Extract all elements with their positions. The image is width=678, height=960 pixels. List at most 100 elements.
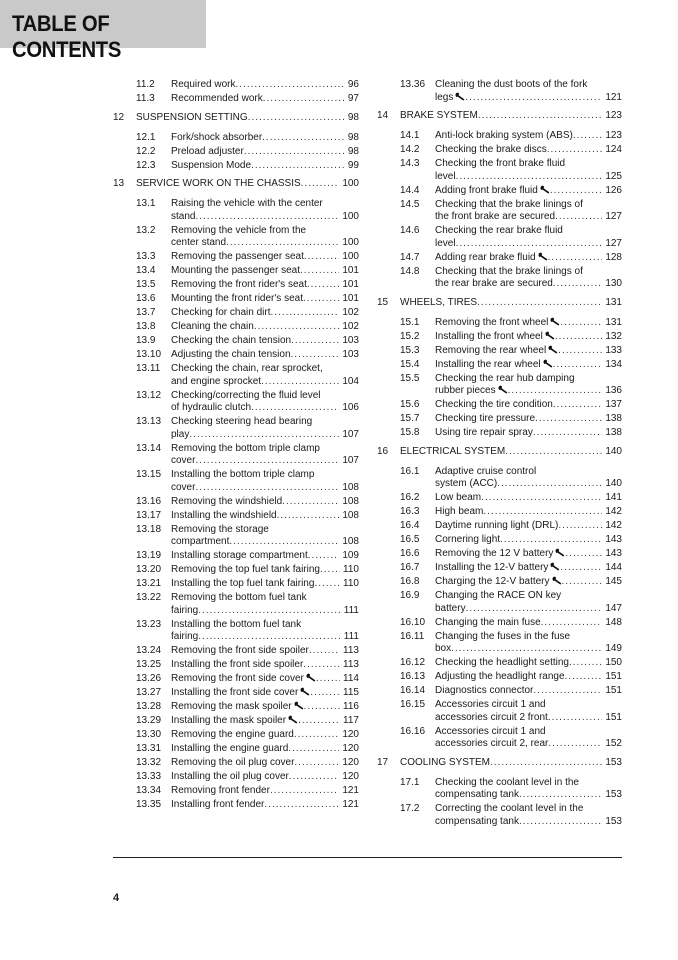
toc-section-entry[interactable]: 13.1 Raising the vehicle with the center s… <box>113 198 359 223</box>
page-reference[interactable]: 107 <box>342 455 359 466</box>
page-reference[interactable]: 147 <box>605 602 622 614</box>
page-reference[interactable]: 123 <box>605 130 622 141</box>
page-reference[interactable]: 140 <box>605 478 622 489</box>
page-reference[interactable]: 103 <box>342 335 359 346</box>
toc-section-entry[interactable]: 13.12 Checking/correcting the fluid level… <box>113 390 359 415</box>
page-reference[interactable]: 114 <box>343 673 359 684</box>
toc-section-entry[interactable]: 13.20 Removing the top fuel tank fairing.… <box>113 564 359 577</box>
page-reference[interactable]: 100 <box>342 210 359 222</box>
page-reference[interactable]: 130 <box>605 278 622 289</box>
page-reference[interactable]: 125 <box>605 170 622 182</box>
toc-section-entry[interactable]: 16.7 Installing the 12-V battery.........… <box>377 562 622 575</box>
toc-section-entry[interactable]: 13.8 Cleaning the chain..................… <box>113 321 359 334</box>
page-reference[interactable]: 126 <box>605 184 622 196</box>
page-reference[interactable]: 99 <box>347 159 359 171</box>
toc-section-entry[interactable]: 13.9 Checking the chain tension..........… <box>113 335 359 348</box>
toc-section-entry[interactable]: 13.32 Removing the oil plug cover........… <box>113 757 359 770</box>
toc-section-entry[interactable]: 13.10 Adjusting the chain tension........… <box>113 349 359 362</box>
page-reference[interactable]: 102 <box>342 321 359 332</box>
toc-chapter-entry[interactable]: 15 WHEELS, TIRES.........................… <box>377 297 622 310</box>
toc-chapter-entry[interactable]: 13 SERVICE WORK ON THE CHASSIS...........… <box>113 178 359 191</box>
toc-section-entry[interactable]: 11.3 Recommended work....................… <box>113 93 359 106</box>
page-reference[interactable]: 152 <box>605 738 622 749</box>
toc-section-entry[interactable]: 16.4 Daytime running light (DRL).........… <box>377 520 622 533</box>
page-reference[interactable]: 141 <box>605 492 622 503</box>
toc-section-entry[interactable]: 16.9 Changing the RACE ON key battery.....… <box>377 590 622 615</box>
toc-section-entry[interactable]: 13.17 Installing the windshield..........… <box>113 510 359 523</box>
toc-section-entry[interactable]: 13.7 Checking for chain dirt.............… <box>113 307 359 320</box>
toc-section-entry[interactable]: 13.5 Removing the front rider's seat.....… <box>113 279 359 292</box>
page-reference[interactable]: 100 <box>342 178 359 189</box>
page-reference[interactable]: 96 <box>347 79 359 90</box>
toc-section-entry[interactable]: 16.6 Removing the 12 V battery...........… <box>377 548 622 561</box>
page-reference[interactable]: 131 <box>605 316 622 328</box>
toc-section-entry[interactable]: 12.3 Suspension Mode.....................… <box>113 160 359 173</box>
toc-section-entry[interactable]: 12.1 Fork/shock absorber.................… <box>113 132 359 145</box>
toc-section-entry[interactable]: 13.11 Checking the chain, rear sprocket, a… <box>113 363 359 388</box>
page-reference[interactable]: 136 <box>605 385 622 396</box>
page-reference[interactable]: 140 <box>605 445 622 457</box>
toc-section-entry[interactable]: 16.15 Accessories circuit 1 and accessorie… <box>377 699 622 724</box>
toc-section-entry[interactable]: 14.2 Checking the brake discs............… <box>377 144 622 157</box>
page-reference[interactable]: 145 <box>605 576 622 587</box>
toc-section-entry[interactable]: 14.8 Checking that the brake linings of th… <box>377 266 622 291</box>
toc-chapter-entry[interactable]: 16 ELECTRICAL SYSTEM.....................… <box>377 446 622 459</box>
toc-section-entry[interactable]: 13.24 Removing the front side spoiler....… <box>113 645 359 658</box>
toc-section-entry[interactable]: 13.6 Mounting the front rider's seat.....… <box>113 293 359 306</box>
toc-section-entry[interactable]: 13.18 Removing the storage compartment....… <box>113 524 359 549</box>
page-reference[interactable]: 138 <box>605 413 622 424</box>
page-reference[interactable]: 124 <box>605 144 622 155</box>
toc-chapter-entry[interactable]: 17 COOLING SYSTEM........................… <box>377 757 622 770</box>
toc-section-entry[interactable]: 15.6 Checking the tire condition.........… <box>377 399 622 412</box>
page-reference[interactable]: 97 <box>347 93 359 104</box>
toc-section-entry[interactable]: 13.4 Mounting the passenger seat.........… <box>113 265 359 278</box>
toc-section-entry[interactable]: 13.33 Installing the oil plug cover......… <box>113 771 359 784</box>
page-reference[interactable]: 117 <box>343 715 359 726</box>
page-reference[interactable]: 150 <box>605 657 622 668</box>
toc-section-entry[interactable]: 17.1 Checking the coolant level in the com… <box>377 777 622 802</box>
page-reference[interactable]: 132 <box>605 330 622 342</box>
toc-section-entry[interactable]: 17.2 Correcting the coolant level in the c… <box>377 803 622 828</box>
page-reference[interactable]: 123 <box>605 110 622 121</box>
toc-section-entry[interactable]: 13.3 Removing the passenger seat.........… <box>113 251 359 264</box>
toc-section-entry[interactable]: 13.22 Removing the bottom fuel tank fairin… <box>113 592 359 617</box>
page-reference[interactable]: 109 <box>342 550 359 561</box>
toc-section-entry[interactable]: 16.10 Changing the main fuse.............… <box>377 617 622 630</box>
toc-section-entry[interactable]: 16.8 Charging the 12-V battery...........… <box>377 576 622 589</box>
page-reference[interactable]: 100 <box>342 251 359 262</box>
toc-section-entry[interactable]: 13.27 Installing the front side cover....… <box>113 687 359 700</box>
toc-section-entry[interactable]: 14.4 Adding front brake fluid............… <box>377 185 622 198</box>
page-reference[interactable]: 153 <box>605 815 622 827</box>
page-reference[interactable]: 100 <box>342 237 359 248</box>
page-reference[interactable]: 98 <box>347 131 359 143</box>
toc-section-entry[interactable]: 13.26 Removing the front side cover......… <box>113 673 359 686</box>
toc-section-entry[interactable]: 13.23 Installing the bottom fuel tank fair… <box>113 619 359 644</box>
toc-section-entry[interactable]: 16.1 Adaptive cruise control system (ACC).… <box>377 466 622 491</box>
toc-section-entry[interactable]: 15.4 Installing the rear wheel...........… <box>377 359 622 372</box>
page-reference[interactable]: 121 <box>342 785 359 796</box>
page-reference[interactable]: 101 <box>342 279 359 290</box>
page-reference[interactable]: 151 <box>605 671 622 682</box>
toc-section-entry[interactable]: 12.2 Preload adjuster....................… <box>113 146 359 159</box>
page-reference[interactable]: 143 <box>605 534 622 545</box>
toc-section-entry[interactable]: 11.2 Required work.......................… <box>113 79 359 92</box>
toc-section-entry[interactable]: 13.14 Removing the bottom triple clamp cov… <box>113 443 359 468</box>
toc-section-entry[interactable]: 13.30 Removing the engine guard..........… <box>113 729 359 742</box>
toc-section-entry[interactable]: 13.15 Installing the bottom triple clamp c… <box>113 469 359 494</box>
page-reference[interactable]: 110 <box>343 578 359 589</box>
page-reference[interactable]: 121 <box>605 91 622 103</box>
toc-chapter-entry[interactable]: 12 SUSPENSION SETTING....................… <box>113 112 359 125</box>
page-reference[interactable]: 101 <box>342 265 359 276</box>
page-reference[interactable]: 127 <box>605 211 622 222</box>
toc-section-entry[interactable]: 16.13 Adjusting the headlight range......… <box>377 671 622 684</box>
page-reference[interactable]: 102 <box>342 307 359 318</box>
page-reference[interactable]: 137 <box>605 399 622 410</box>
toc-section-entry[interactable]: 13.34 Removing front fender..............… <box>113 785 359 798</box>
toc-section-entry[interactable]: 13.29 Installing the mask spoiler........… <box>113 715 359 728</box>
page-reference[interactable]: 148 <box>605 616 622 628</box>
page-reference[interactable]: 108 <box>342 536 359 547</box>
page-reference[interactable]: 115 <box>343 687 359 698</box>
toc-section-entry[interactable]: 13.31 Installing the engine guard........… <box>113 743 359 756</box>
page-reference[interactable]: 149 <box>605 643 622 654</box>
page-reference[interactable]: 103 <box>342 349 359 360</box>
